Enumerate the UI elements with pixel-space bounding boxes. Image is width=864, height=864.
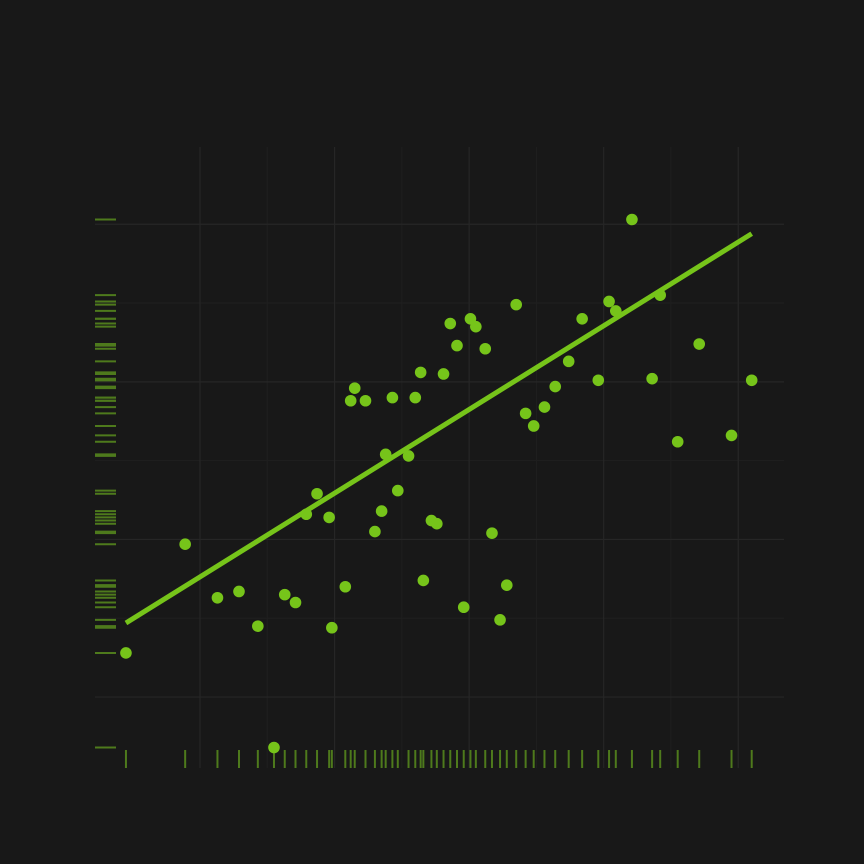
data-point bbox=[451, 339, 463, 352]
data-points bbox=[120, 213, 758, 754]
data-point bbox=[323, 511, 335, 524]
data-point bbox=[654, 289, 666, 301]
data-point bbox=[470, 320, 482, 333]
data-point bbox=[417, 574, 430, 587]
y-rug bbox=[95, 218, 116, 749]
data-point bbox=[500, 579, 513, 591]
data-point bbox=[179, 538, 191, 550]
data-point bbox=[693, 338, 706, 350]
x-rug bbox=[124, 750, 753, 768]
data-point bbox=[538, 401, 551, 413]
data-point bbox=[603, 295, 615, 308]
data-point bbox=[359, 394, 372, 407]
data-point bbox=[344, 394, 357, 407]
data-point bbox=[549, 380, 562, 393]
data-point bbox=[592, 374, 605, 387]
data-point bbox=[252, 620, 264, 632]
data-point bbox=[510, 298, 523, 311]
grid-lines bbox=[95, 147, 784, 768]
data-point bbox=[527, 420, 540, 432]
data-point bbox=[339, 580, 352, 593]
data-point bbox=[120, 647, 132, 659]
data-point bbox=[646, 372, 658, 385]
data-point bbox=[409, 391, 422, 404]
data-point bbox=[626, 213, 638, 226]
data-point bbox=[576, 312, 588, 325]
data-point bbox=[479, 342, 492, 355]
fit-line bbox=[124, 231, 754, 626]
data-point bbox=[375, 505, 388, 517]
data-point bbox=[391, 484, 404, 497]
data-point bbox=[519, 407, 532, 420]
data-point bbox=[369, 525, 381, 538]
data-point bbox=[311, 487, 323, 500]
data-point bbox=[609, 305, 622, 317]
data-point bbox=[211, 591, 224, 604]
data-point bbox=[379, 448, 392, 461]
data-point bbox=[414, 366, 427, 379]
data-point bbox=[437, 368, 450, 380]
data-point bbox=[562, 355, 575, 368]
data-point bbox=[300, 508, 313, 521]
data-point bbox=[745, 374, 758, 387]
data-point bbox=[457, 601, 470, 614]
data-point bbox=[444, 317, 457, 330]
data-point bbox=[233, 585, 245, 598]
data-point bbox=[486, 527, 498, 539]
fit-line-group bbox=[124, 231, 754, 626]
data-point bbox=[278, 588, 291, 601]
data-point bbox=[431, 517, 443, 530]
data-point bbox=[386, 391, 399, 404]
data-point bbox=[289, 596, 302, 609]
data-point bbox=[671, 435, 684, 448]
data-point bbox=[725, 429, 738, 442]
data-point bbox=[268, 741, 280, 754]
data-point bbox=[494, 614, 506, 626]
data-point bbox=[326, 621, 338, 634]
data-point bbox=[402, 450, 415, 462]
data-point bbox=[348, 382, 361, 394]
